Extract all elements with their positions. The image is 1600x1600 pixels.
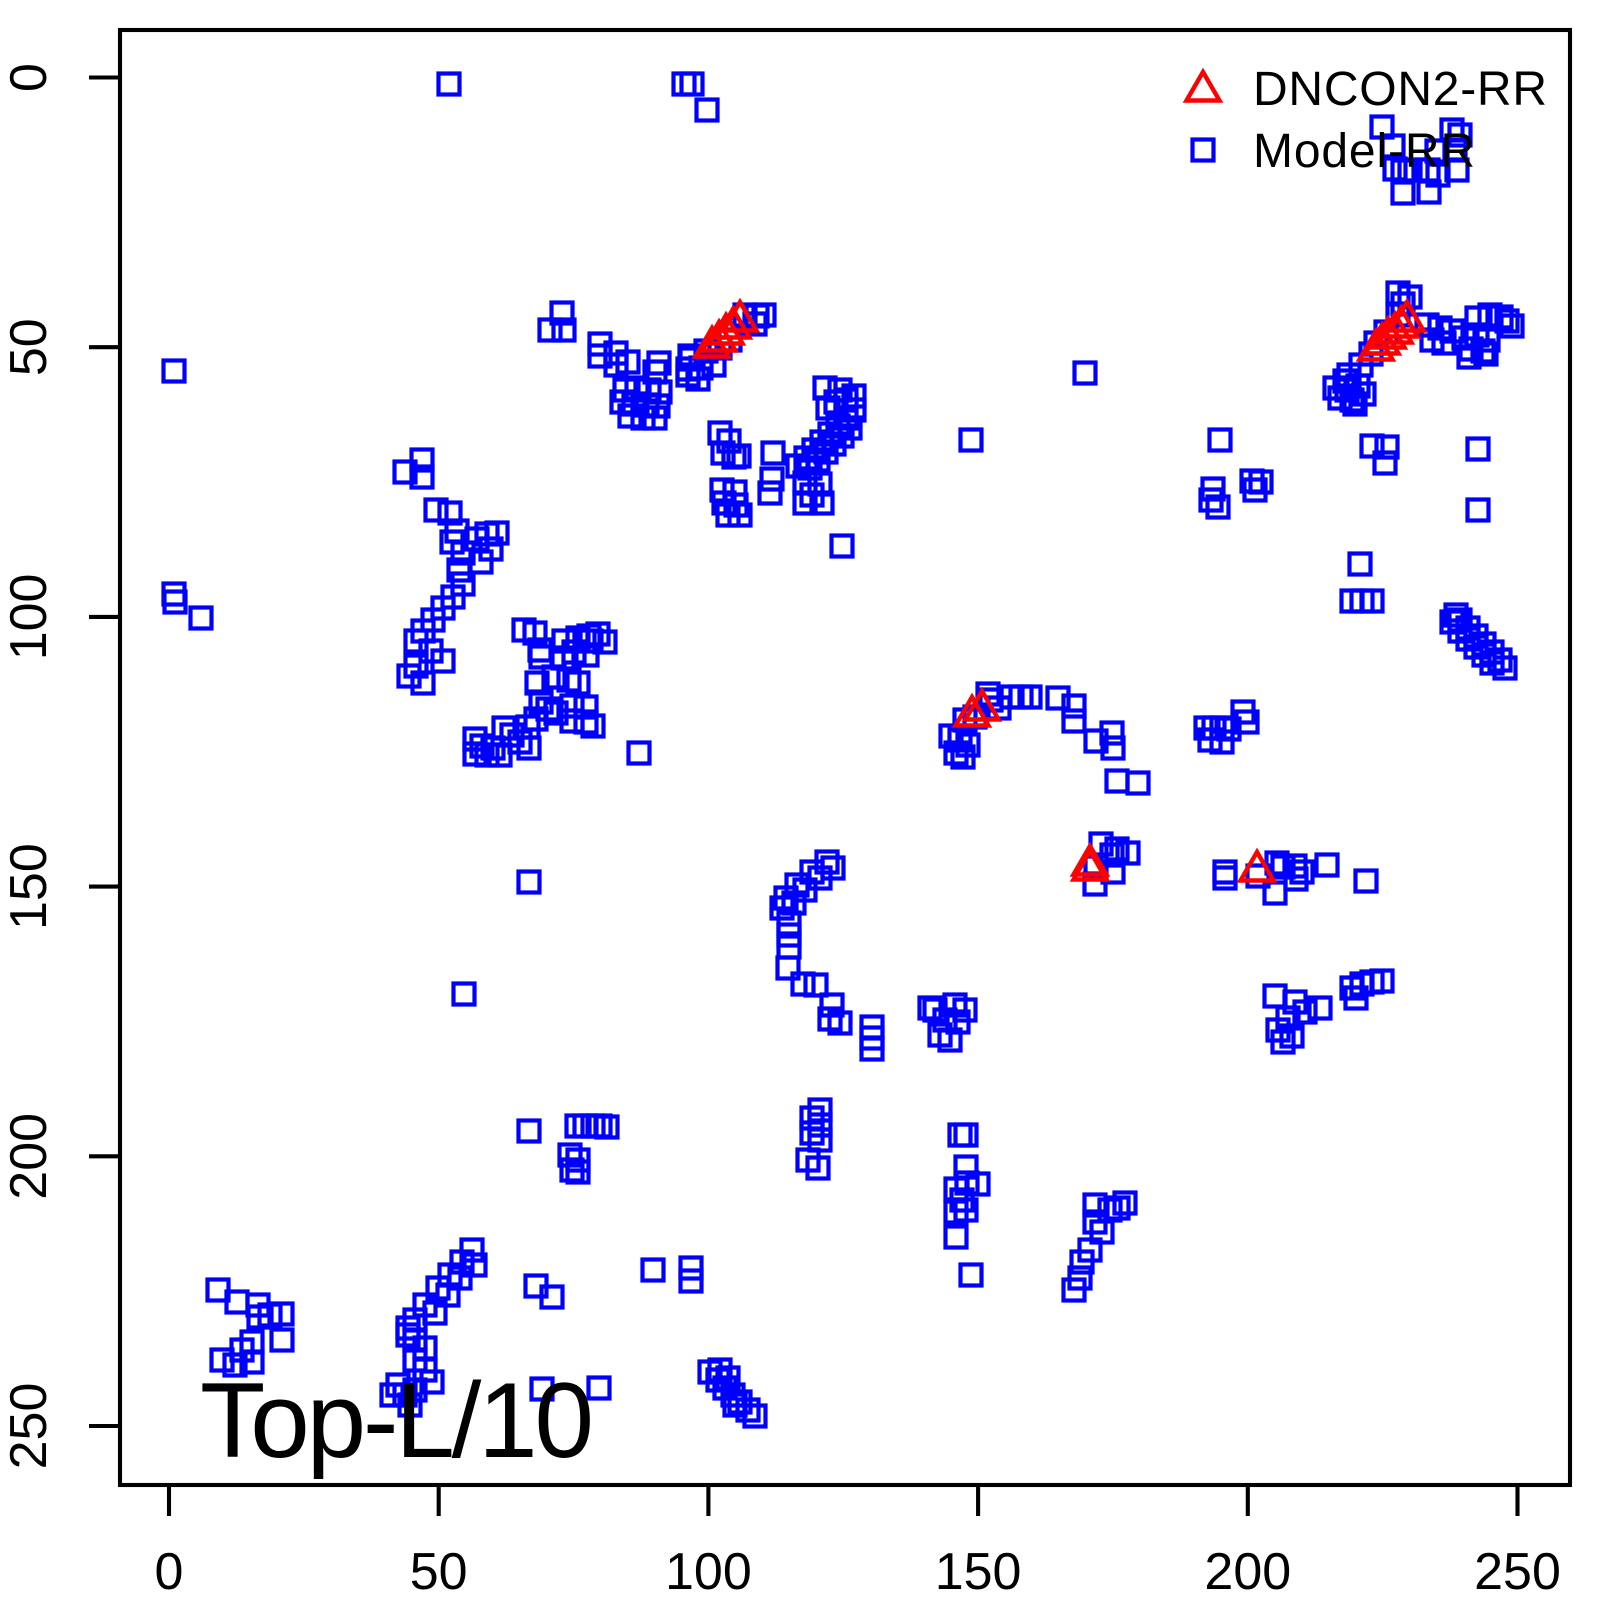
svg-text:0: 0 bbox=[155, 1543, 184, 1600]
svg-text:50: 50 bbox=[0, 318, 58, 376]
svg-text:100: 100 bbox=[0, 574, 58, 661]
svg-text:200: 200 bbox=[0, 1113, 58, 1200]
svg-text:Top-L/10: Top-L/10 bbox=[200, 1360, 594, 1480]
svg-text:150: 150 bbox=[0, 843, 58, 930]
svg-text:150: 150 bbox=[935, 1543, 1022, 1600]
svg-text:0: 0 bbox=[0, 63, 58, 92]
svg-text:Model-RR: Model-RR bbox=[1253, 125, 1475, 178]
svg-text:250: 250 bbox=[0, 1383, 58, 1470]
svg-text:DNCON2-RR: DNCON2-RR bbox=[1253, 63, 1547, 116]
svg-text:250: 250 bbox=[1474, 1543, 1561, 1600]
svg-text:100: 100 bbox=[665, 1543, 752, 1600]
svg-text:200: 200 bbox=[1204, 1543, 1291, 1600]
svg-text:50: 50 bbox=[410, 1543, 468, 1600]
